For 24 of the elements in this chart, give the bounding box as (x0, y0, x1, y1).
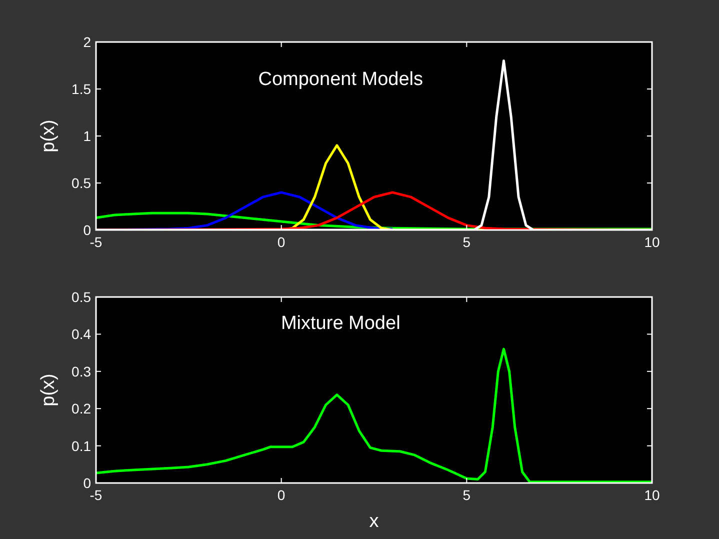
y-tick-label: 2 (83, 34, 92, 50)
y-tick-label: 0 (83, 222, 92, 238)
x-tick-label: -5 (90, 234, 102, 250)
y-axis-title: p(x) (38, 374, 59, 406)
x-tick-label: 5 (462, 234, 471, 250)
text: Component Models (258, 69, 424, 90)
x-tick-label: 10 (644, 487, 660, 503)
y-tick-label: 1 (83, 128, 92, 144)
y-tick-label: 0.3 (72, 363, 92, 380)
y-tick-label: 0.5 (72, 175, 92, 191)
text: Mixture Model (280, 313, 400, 334)
x-axis-title: x (369, 511, 380, 532)
y-axis-title: p(x) (38, 120, 59, 152)
y-tick-label: 0 (83, 475, 92, 491)
y-tick-label: 0.2 (72, 400, 92, 417)
y-tick-label: 0.5 (72, 289, 92, 305)
y-tick-label: 1.5 (72, 81, 92, 97)
y-tick-label: 0.4 (72, 326, 92, 342)
x-tick-label: 10 (644, 234, 660, 250)
y-tick-label: 0.1 (72, 438, 92, 454)
x-tick-label: -5 (90, 487, 102, 503)
x-tick-label: 0 (277, 234, 286, 250)
x-tick-label: 5 (462, 487, 471, 503)
x-tick-label: 0 (277, 487, 286, 503)
